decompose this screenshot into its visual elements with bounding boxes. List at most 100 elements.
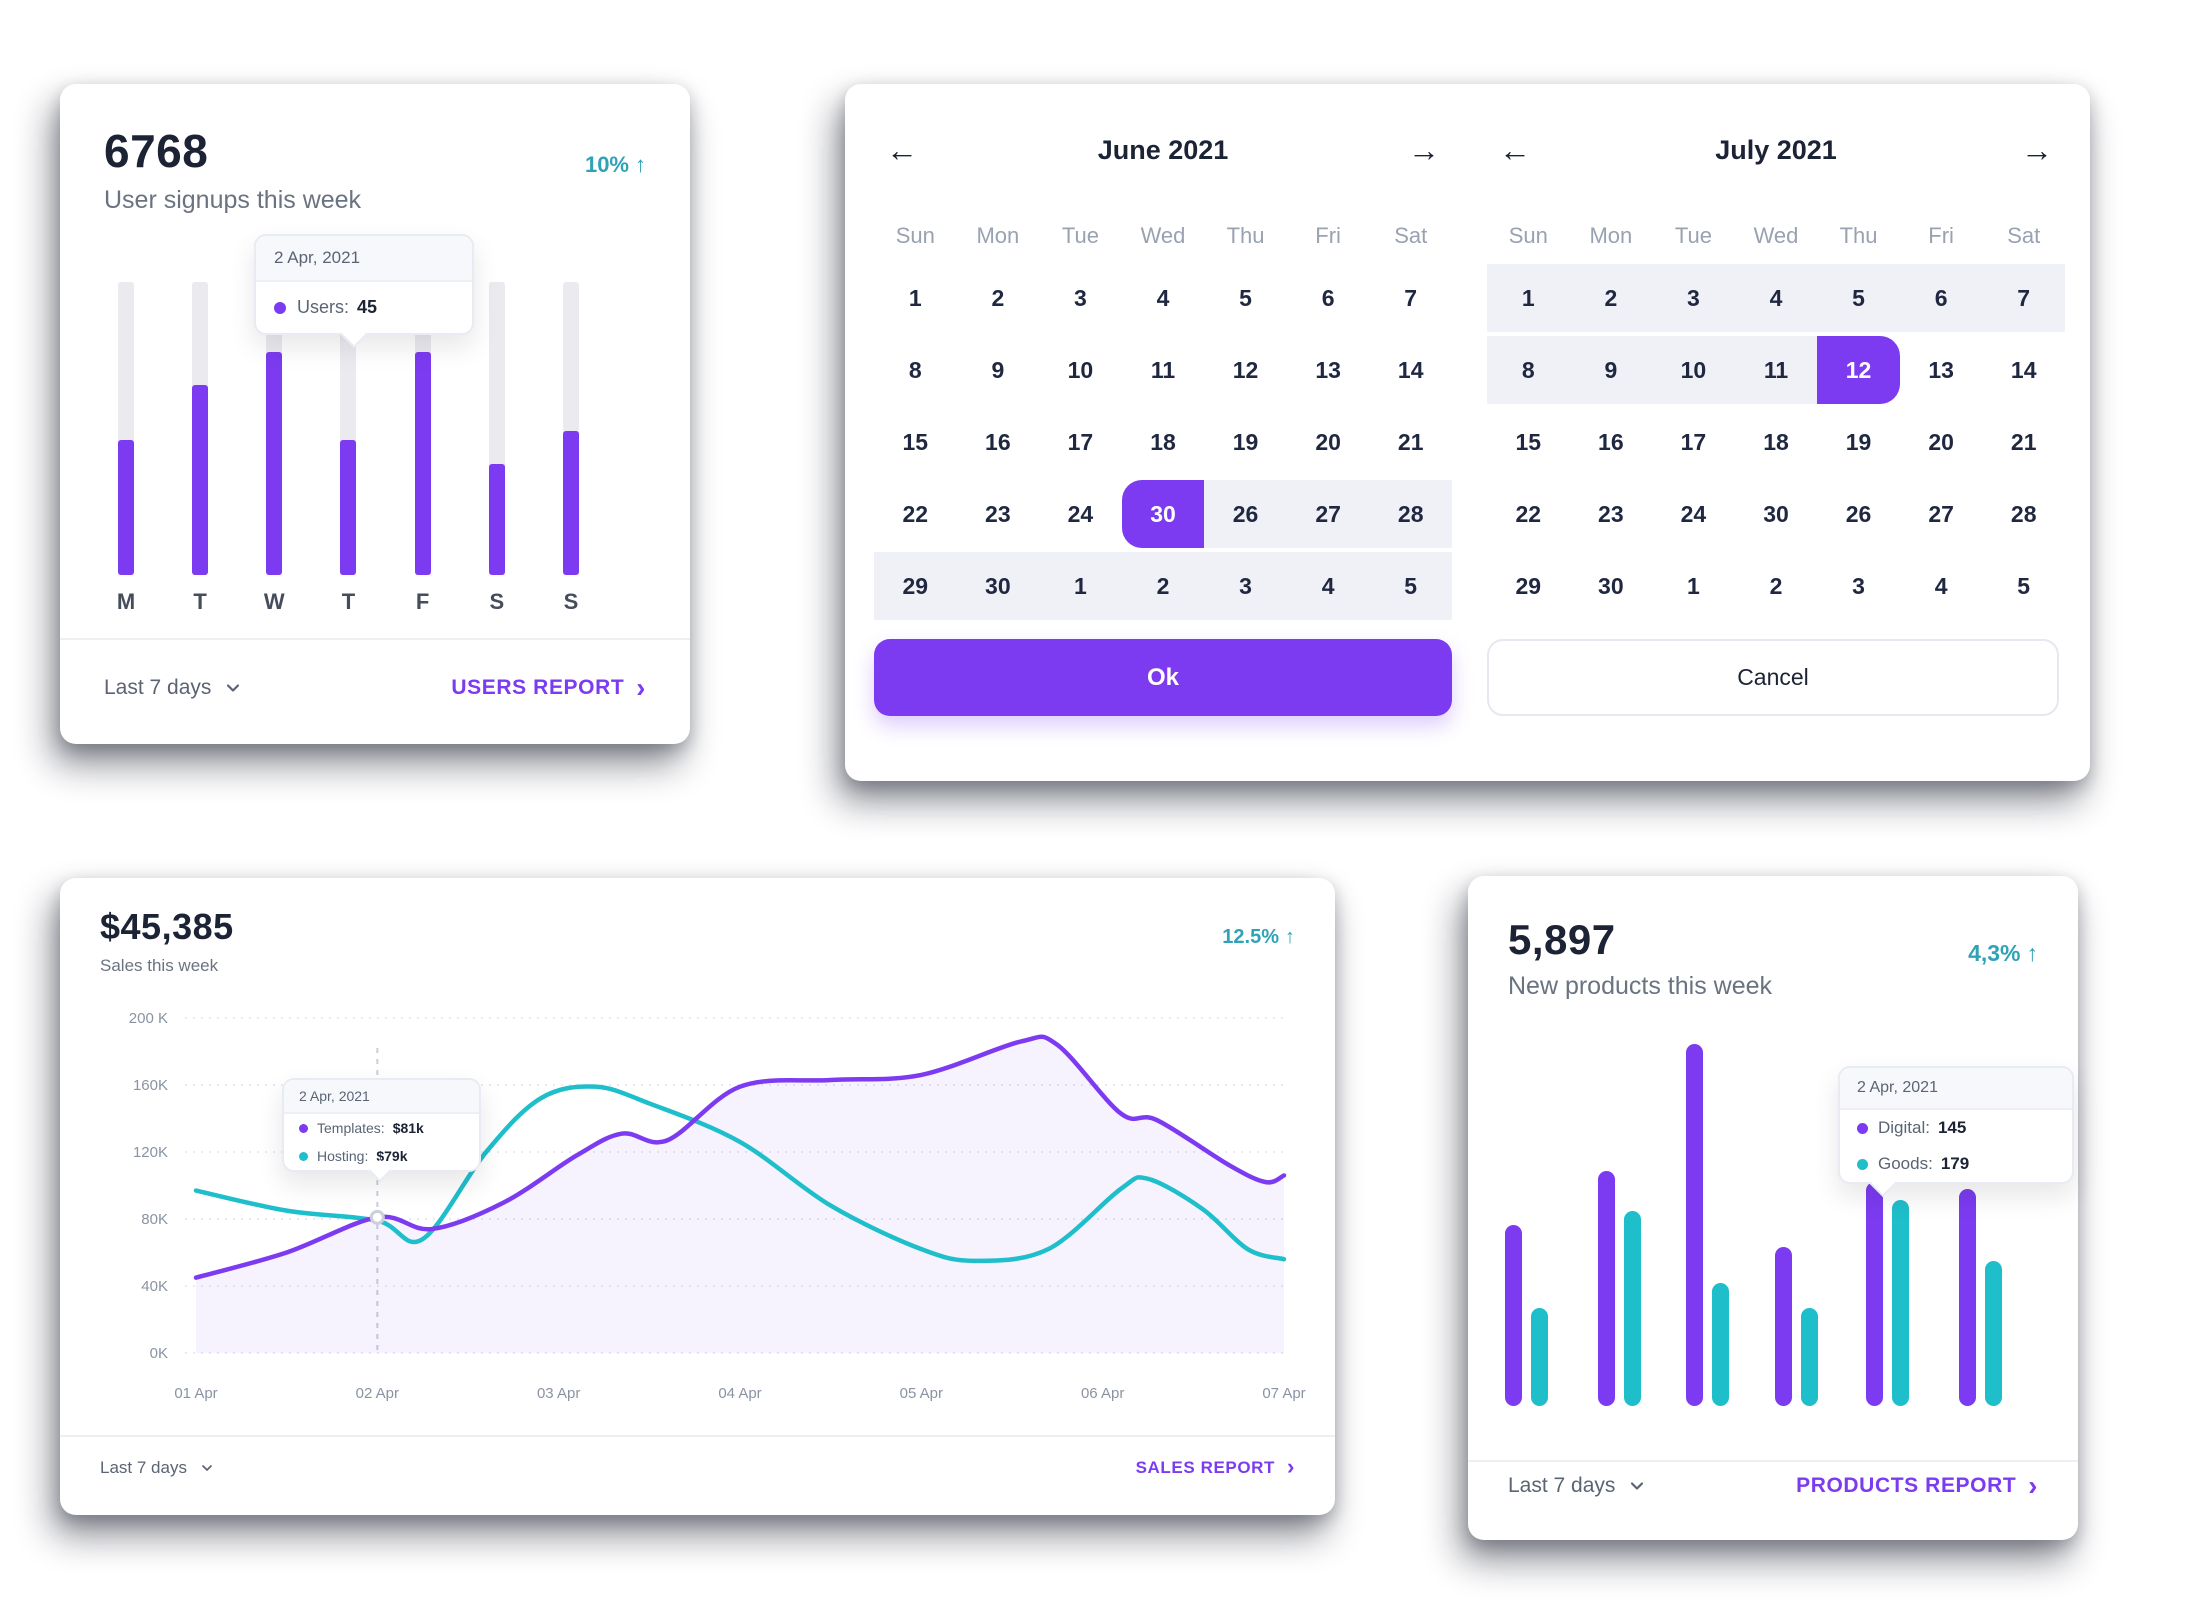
day-cell[interactable]: 3 — [1204, 552, 1287, 620]
day-cell[interactable]: 3 — [1652, 264, 1735, 332]
day-cell[interactable]: 19 — [1845, 428, 1872, 455]
day-cell[interactable]: 3 — [1852, 572, 1865, 599]
goods-bar[interactable] — [1712, 1282, 1729, 1406]
day-cell[interactable]: 2 — [1121, 552, 1205, 620]
day-cell[interactable]: 3 — [1074, 284, 1087, 311]
day-cell[interactable]: 9 — [991, 356, 1005, 383]
day-cell[interactable]: 5 — [2017, 572, 2031, 599]
day-cell[interactable]: 5 — [1369, 552, 1452, 620]
day-cell[interactable]: 1 — [1487, 264, 1570, 332]
day-cell[interactable]: 21 — [1397, 428, 1424, 455]
day-cell[interactable]: 30 — [1598, 572, 1624, 599]
day-cell[interactable]: 7 — [1404, 284, 1418, 311]
day-cell[interactable]: 30 — [1763, 500, 1789, 527]
period-dropdown[interactable]: Last 7 days — [1508, 1474, 1647, 1498]
bar-column[interactable]: F — [414, 282, 431, 614]
day-cell[interactable]: 24 — [1067, 500, 1094, 527]
day-cell[interactable]: 4 — [1286, 552, 1370, 620]
day-cell[interactable]: 30 — [1121, 480, 1205, 548]
goods-bar[interactable] — [1624, 1210, 1641, 1406]
digital-bar[interactable] — [1775, 1246, 1792, 1406]
prev-month-button[interactable]: ← — [886, 132, 918, 168]
bar-column[interactable]: T — [192, 282, 209, 614]
day-cell[interactable]: 26 — [1845, 500, 1872, 527]
day-cell[interactable]: 28 — [1369, 480, 1452, 548]
products-report-link[interactable]: PRODUCTS REPORT › — [1796, 1471, 2038, 1500]
day-cell[interactable]: 10 — [1067, 356, 1094, 383]
day-cell[interactable]: 28 — [2010, 500, 2037, 527]
sales-line-chart[interactable]: 200 K 160K 120K 80K 40K 0K 01 Apr 02 Apr 03 Apr 0… — [80, 993, 1315, 1423]
day-cell[interactable]: 8 — [908, 356, 922, 383]
day-cell[interactable]: 14 — [2010, 356, 2037, 383]
digital-bar[interactable] — [1598, 1170, 1615, 1406]
day-cell[interactable]: 13 — [1315, 356, 1341, 383]
next-month-button[interactable]: → — [2021, 132, 2053, 168]
day-cell[interactable]: 14 — [1397, 356, 1424, 383]
day-cell[interactable]: 23 — [985, 500, 1011, 527]
bar-column[interactable]: S — [488, 282, 505, 614]
cancel-button[interactable]: Cancel — [1487, 639, 2059, 716]
day-cell[interactable]: 4 — [1934, 572, 1948, 599]
day-cell[interactable]: 2 — [1569, 264, 1653, 332]
users-report-link[interactable]: USERS REPORT › — [451, 673, 646, 702]
day-cell[interactable]: 7 — [1982, 264, 2065, 332]
period-dropdown[interactable]: Last 7 days — [104, 676, 243, 700]
day-cell[interactable]: 11 — [1734, 336, 1818, 404]
day-cell[interactable]: 2 — [1769, 572, 1783, 599]
day-cell[interactable]: 13 — [1928, 356, 1954, 383]
day-cell[interactable]: 29 — [874, 552, 957, 620]
goods-bar[interactable] — [1801, 1308, 1818, 1406]
day-cell[interactable]: 27 — [1928, 500, 1954, 527]
day-cell[interactable]: 22 — [902, 500, 929, 527]
day-cell[interactable]: 16 — [985, 428, 1011, 455]
goods-bar[interactable] — [1531, 1308, 1548, 1406]
day-cell[interactable]: 22 — [1515, 500, 1542, 527]
goods-bar[interactable] — [1985, 1261, 2002, 1406]
sales-report-link[interactable]: SALES REPORT › — [1136, 1455, 1295, 1479]
day-cell[interactable]: 20 — [1928, 428, 1954, 455]
products-bar-chart[interactable] — [1498, 1044, 2050, 1406]
day-cell[interactable]: 29 — [1515, 572, 1542, 599]
day-cell[interactable]: 20 — [1315, 428, 1341, 455]
day-cell[interactable]: 12 — [1232, 356, 1259, 383]
day-cell[interactable]: 19 — [1232, 428, 1259, 455]
day-cell[interactable]: 17 — [1067, 428, 1094, 455]
day-cell[interactable]: 21 — [2010, 428, 2037, 455]
bar-column[interactable]: T — [340, 282, 357, 614]
day-cell[interactable]: 12 — [1817, 336, 1900, 404]
day-cell[interactable]: 16 — [1598, 428, 1624, 455]
day-cell[interactable]: 10 — [1652, 336, 1735, 404]
day-cell[interactable]: 11 — [1150, 356, 1176, 383]
day-cell[interactable]: 5 — [1239, 284, 1252, 311]
digital-bar[interactable] — [1866, 1181, 1883, 1406]
day-cell[interactable]: 2 — [991, 284, 1005, 311]
day-cell[interactable]: 1 — [908, 284, 922, 311]
prev-month-button[interactable]: ← — [1499, 132, 1531, 168]
day-cell[interactable]: 15 — [1515, 428, 1542, 455]
day-cell[interactable]: 5 — [1817, 264, 1900, 332]
day-cell[interactable]: 6 — [1321, 284, 1335, 311]
day-cell[interactable]: 18 — [1150, 428, 1176, 455]
day-cell[interactable]: 4 — [1734, 264, 1818, 332]
goods-bar[interactable] — [1892, 1199, 1909, 1406]
bar-column[interactable]: W — [264, 282, 285, 614]
day-cell[interactable]: 26 — [1204, 480, 1287, 548]
ok-button[interactable]: Ok — [874, 639, 1452, 716]
day-cell[interactable]: 1 — [1687, 572, 1700, 599]
day-cell[interactable]: 24 — [1680, 500, 1707, 527]
day-cell[interactable]: 27 — [1286, 480, 1370, 548]
bar-column[interactable]: S — [562, 282, 579, 614]
day-cell[interactable]: 23 — [1598, 500, 1624, 527]
day-cell[interactable]: 6 — [1899, 264, 1983, 332]
day-cell[interactable]: 18 — [1763, 428, 1789, 455]
bar-column[interactable]: M — [117, 282, 135, 614]
day-cell[interactable]: 9 — [1569, 336, 1653, 404]
period-dropdown[interactable]: Last 7 days — [100, 1458, 215, 1478]
day-cell[interactable]: 8 — [1487, 336, 1570, 404]
day-cell[interactable]: 4 — [1156, 284, 1170, 311]
digital-bar[interactable] — [1686, 1044, 1703, 1406]
digital-bar[interactable] — [1505, 1225, 1522, 1406]
day-cell[interactable]: 17 — [1680, 428, 1707, 455]
day-cell[interactable]: 30 — [956, 552, 1040, 620]
